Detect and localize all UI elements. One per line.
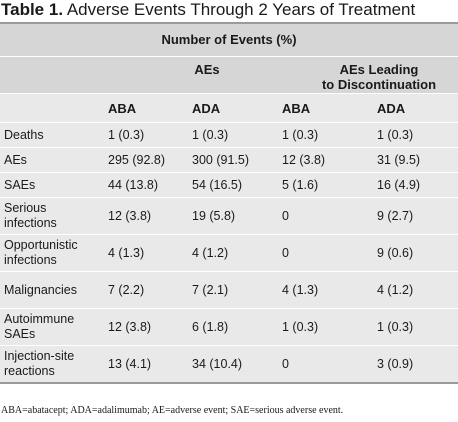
row-label: Autoimmune SAEs (0, 308, 102, 346)
table-cell: 1 (0.3) (371, 308, 458, 346)
group-header: Number of Events (%) (161, 32, 297, 47)
table-cell: 9 (0.6) (371, 234, 458, 272)
aes-header: AEs (194, 62, 220, 77)
column-header-blank (0, 94, 102, 123)
table-cell: 19 (5.8) (186, 197, 276, 235)
discontinuation-header: AEs Leading to Discontinuation (321, 62, 437, 92)
table-cell: 12 (3.8) (102, 197, 186, 235)
row-label: Opportunistic infections (0, 234, 102, 272)
table-row: Serious infections 12 (3.8) 19 (5.8) 0 9 … (0, 197, 458, 235)
table-cell: 9 (2.7) (371, 197, 458, 235)
subgroup-header-row: AEs AEs Leading to Discontinuation (0, 57, 458, 94)
table-title: Table 1. Adverse Events Through 2 Years … (1, 0, 415, 20)
events-table: ABA ADA ABA ADA Deaths 1 (0.3) 1 (0.3) 1… (0, 94, 458, 382)
row-label: AEs (0, 147, 102, 173)
table-cell: 7 (2.2) (102, 271, 186, 309)
table-cell: 4 (1.2) (186, 234, 276, 272)
table-cell: 13 (4.1) (108, 356, 152, 371)
table-cell: 300 (91.5) (186, 147, 276, 173)
group-header-row: Number of Events (%) (0, 24, 458, 57)
table-caption: Adverse Events Through 2 Years of Treatm… (66, 0, 416, 19)
table-cell: 44 (13.8) (102, 172, 186, 198)
table-cell: 54 (16.5) (186, 172, 276, 198)
table-row: Malignancies 7 (2.2) 7 (2.1) 4 (1.3) 4 (… (0, 271, 458, 309)
table-cell: 1 (0.3) (276, 308, 371, 346)
table-cell: 34 (10.4) (192, 356, 243, 371)
column-header-ada: ADA (186, 94, 276, 123)
row-label: Serious infections (0, 197, 102, 235)
table-row: Opportunistic infections 4 (1.3) 4 (1.2) … (0, 234, 458, 272)
column-header-aba-disc: ABA (276, 94, 371, 123)
table-cell: 31 (9.5) (371, 147, 458, 173)
table-row: Deaths 1 (0.3) 1 (0.3) 1 (0.3) 1 (0.3) (0, 122, 458, 148)
footnote: ABA=abatacept; ADA=adalimumab; AE=advers… (1, 405, 344, 416)
row-label: SAEs (0, 172, 102, 198)
table-cell: 0 (276, 234, 371, 272)
column-header-aba: ABA (102, 94, 186, 123)
table-cell: 16 (4.9) (371, 172, 458, 198)
adverse-events-table: Number of Events (%) AEs AEs Leading to D… (0, 22, 458, 384)
table-row: Autoimmune SAEs 12 (3.8) 6 (1.8) 1 (0.3) … (0, 308, 458, 346)
table-cell: 1 (0.3) (276, 122, 371, 148)
table-cell: 1 (0.3) (102, 122, 186, 148)
table-number: Table 1. (1, 0, 64, 19)
table-cell: 0 (276, 197, 371, 235)
row-label: Deaths (0, 122, 102, 148)
table-row: Injection-site reactions 13 (4.1) 34 (10.… (0, 346, 458, 383)
column-header-row: ABA ADA ABA ADA (0, 94, 458, 123)
table-cell: 6 (1.8) (186, 308, 276, 346)
table-cell: 5 (1.6) (276, 172, 371, 198)
row-label: Injection-site reactions (4, 349, 75, 378)
table-cell: 12 (3.8) (102, 308, 186, 346)
table-cell: 295 (92.8) (102, 147, 186, 173)
table-cell: 7 (2.1) (186, 271, 276, 309)
column-header-ada-disc: ADA (371, 94, 458, 123)
row-label: Malignancies (0, 271, 102, 309)
table-cell: 3 (0.9) (377, 356, 414, 371)
table-cell: 4 (1.3) (276, 271, 371, 309)
table-cell: 4 (1.2) (371, 271, 458, 309)
table-cell: 1 (0.3) (186, 122, 276, 148)
table-cell: 1 (0.3) (371, 122, 458, 148)
table-row: AEs 295 (92.8) 300 (91.5) 12 (3.8) 31 (9… (0, 147, 458, 173)
table-row: SAEs 44 (13.8) 54 (16.5) 5 (1.6) 16 (4.9… (0, 172, 458, 198)
table-cell: 0 (282, 356, 289, 371)
table-cell: 12 (3.8) (276, 147, 371, 173)
table-cell: 4 (1.3) (102, 234, 186, 272)
